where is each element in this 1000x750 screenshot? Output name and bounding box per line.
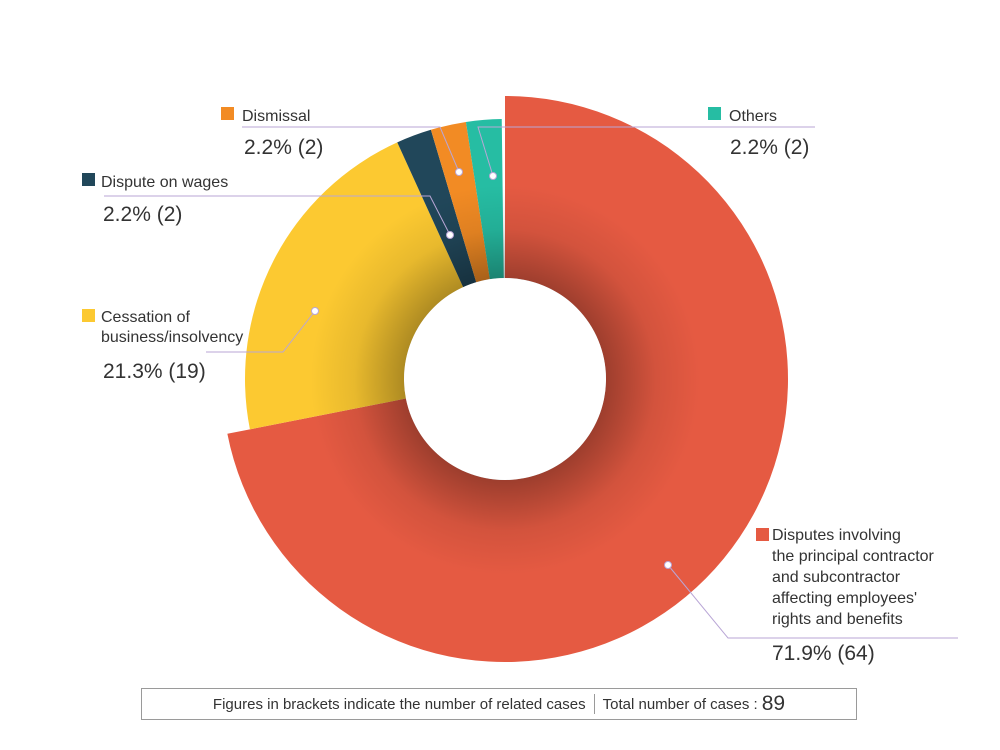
slice-name-cessation: Cessation of business/insolvency [101,309,243,346]
leader-line-wages [104,195,451,236]
footer-separator [593,694,595,714]
chart-footer: Figures in brackets indicate the number … [141,688,857,720]
leader-dot-dismissal [455,168,463,176]
donut-hole [404,278,606,480]
slice-value-contractor: 71.9% (64) [772,642,875,665]
leader-lines [104,126,958,639]
legend-swatch-contractor [756,528,769,541]
slice-value-cessation: 21.3% (19) [103,360,206,383]
footer-total-label: Total number of cases : [602,695,758,713]
leader-line-dismissal [242,126,460,173]
slice-value-wages: 2.2% (2) [103,203,182,226]
leader-dot-cessation [311,307,319,315]
leader-dot-contractor [664,561,672,569]
slice-name-wages: Dispute on wages [101,174,228,191]
footer-total-value: 89 [761,692,786,715]
leader-line-cessation [206,310,316,353]
legend-swatch-others [708,107,721,120]
leader-dot-others [489,172,497,180]
legend-swatch-cessation [82,309,95,322]
slice-labels: Disputes involving the principal contract… [82,107,935,665]
leader-dot-wages [446,231,454,239]
footer-note: Figures in brackets indicate the number … [212,695,586,713]
slice-value-dismissal: 2.2% (2) [244,136,323,159]
slice-name-dismissal: Dismissal [242,108,310,125]
legend-swatch-dismissal [221,107,234,120]
slice-value-others: 2.2% (2) [730,136,809,159]
slice-name-contractor: Disputes involving the principal contract… [772,527,935,628]
legend-swatch-wages [82,173,95,186]
slice-name-others: Others [729,108,777,125]
leader-line-contractor [667,564,958,639]
leader-line-others [477,126,815,177]
